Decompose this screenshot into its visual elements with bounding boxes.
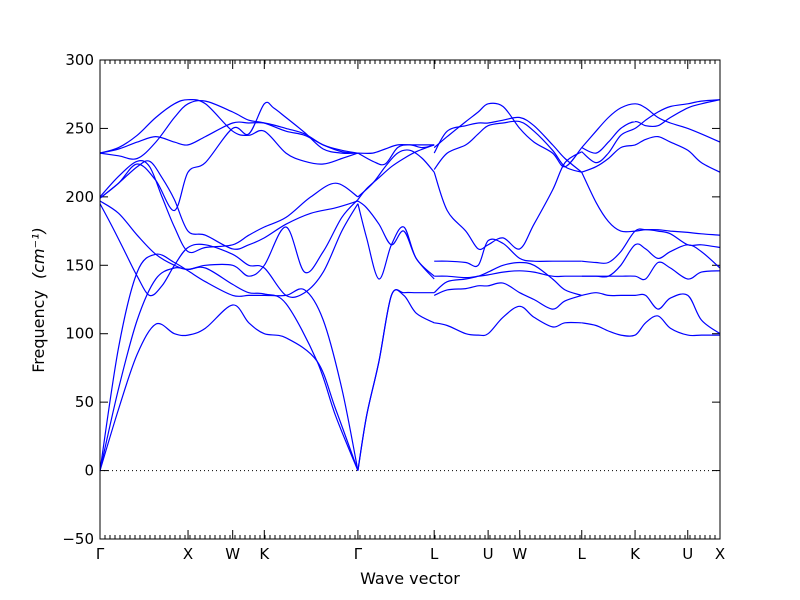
band-line-22	[434, 270, 582, 279]
band-line-25	[433, 120, 582, 173]
y-axis-ticks: −50 0 50 100 150 200 250 300	[62, 51, 720, 548]
x-tick-label: X	[715, 545, 725, 563]
band-line-34	[581, 135, 721, 173]
y-tick-label: 0	[84, 462, 94, 480]
y-tick-label: −50	[62, 530, 94, 548]
x-tick-label: K	[630, 545, 641, 563]
band-line-27	[433, 102, 583, 168]
band-line-26	[433, 116, 583, 173]
band-line-36	[581, 99, 721, 154]
x-tick-label: U	[682, 545, 693, 563]
x-tick-label: X	[183, 545, 193, 563]
x-tick-label: K	[259, 545, 270, 563]
band-line-24	[433, 151, 583, 251]
y-axis-label: Frequency (cm⁻¹)	[29, 227, 48, 372]
band-line-4	[99, 199, 359, 277]
band-line-30	[581, 261, 721, 281]
y-tick-label: 250	[65, 119, 94, 137]
band-line-6	[99, 160, 359, 254]
band-line-33	[581, 171, 721, 236]
y-tick-label: 50	[75, 393, 94, 411]
band-line-19	[434, 305, 582, 337]
band-line-17	[357, 143, 435, 154]
band-line-21	[433, 261, 582, 296]
x-tick-label: L	[578, 545, 587, 563]
band-line-23	[434, 238, 582, 268]
y-tick-label: 150	[65, 256, 94, 274]
band-line-0	[99, 304, 359, 471]
y-tick-label: 100	[65, 325, 94, 343]
band-line-13	[357, 203, 435, 280]
band-line-20	[433, 282, 582, 310]
band-line-7	[99, 99, 358, 160]
band-lines	[99, 98, 721, 471]
x-tick-label: W	[512, 545, 527, 563]
band-line-3	[99, 203, 359, 298]
x-tick-label: W	[225, 545, 240, 563]
band-line-11	[357, 289, 435, 471]
band-line-9	[99, 98, 359, 165]
band-line-16	[357, 144, 435, 166]
y-tick-label: 300	[65, 51, 94, 69]
band-line-35	[581, 103, 721, 148]
x-tick-label: Γ	[354, 545, 363, 563]
y-axis-label-text: Frequency	[29, 290, 48, 373]
x-tick-label: L	[430, 545, 439, 563]
x-axis-label: Wave vector	[360, 569, 460, 588]
band-line-28	[581, 315, 721, 337]
band-line-1	[99, 266, 359, 471]
band-line-12	[357, 289, 435, 471]
band-line-8	[99, 121, 359, 154]
y-tick-label: 200	[65, 188, 94, 206]
band-line-5	[99, 160, 359, 250]
band-line-18	[357, 149, 435, 198]
x-tick-label: U	[483, 545, 494, 563]
band-line-14	[357, 200, 435, 280]
band-line-29	[581, 292, 721, 335]
band-line-2	[99, 253, 359, 471]
band-line-37	[581, 99, 721, 164]
x-tick-label: Γ	[96, 545, 105, 563]
y-axis-label-unit: (cm⁻¹)	[29, 227, 48, 279]
band-line-10	[99, 101, 358, 212]
plot-frame	[99, 59, 721, 540]
